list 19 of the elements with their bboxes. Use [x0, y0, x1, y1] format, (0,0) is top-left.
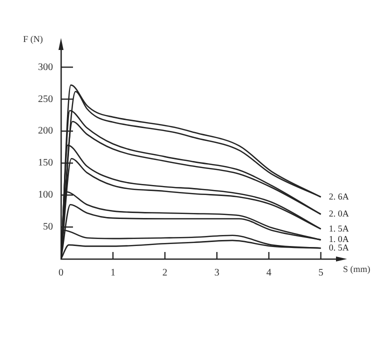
- x-tick-label: 2: [162, 268, 168, 279]
- series-label: 2. 6A: [328, 191, 350, 202]
- x-tick-label: 1: [110, 268, 116, 279]
- y-tick-label: 50: [43, 222, 53, 233]
- y-tick-label: 300: [38, 62, 53, 73]
- x-tick-label: 0: [58, 268, 64, 279]
- series-label: 0. 5A: [328, 242, 350, 252]
- y-axis-title: F (N): [23, 34, 43, 44]
- x-tick-label: 4: [266, 268, 272, 279]
- y-tick-label: 200: [38, 126, 53, 137]
- series-label: 2. 0A: [328, 208, 350, 219]
- x-axis-title: S (mm): [343, 264, 370, 274]
- y-tick-label: 100: [38, 190, 53, 201]
- series-label: 1. 0A: [328, 234, 350, 244]
- y-tick-label: 250: [38, 94, 53, 105]
- x-tick-label: 3: [214, 268, 220, 279]
- x-tick-label: 5: [318, 268, 324, 279]
- y-tick-label: 150: [38, 158, 53, 169]
- series-label: 1. 5A: [328, 223, 350, 234]
